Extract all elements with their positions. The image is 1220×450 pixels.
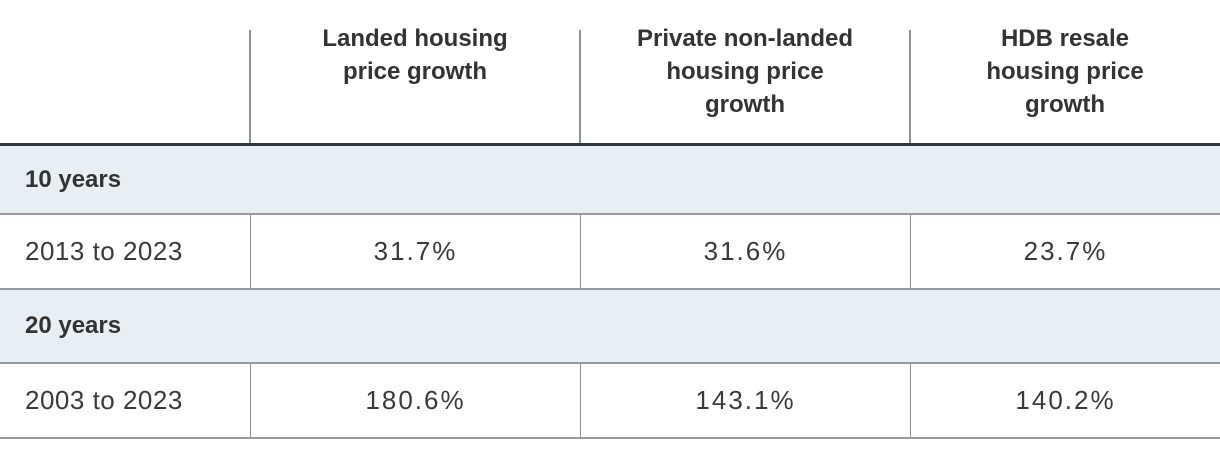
value-private-non-landed-10y: 31.6% <box>580 215 910 288</box>
table-header-row: Landed housing price growth Private non-… <box>0 0 1220 146</box>
row-period-label: 2003 to 2023 <box>25 385 183 415</box>
value-hdb-resale-20y: 140.2% <box>910 364 1220 437</box>
section-header-label: 20 years <box>25 312 122 339</box>
column-header-private-non-landed: Private non-landed housing price growth <box>579 0 910 143</box>
value-landed-10y: 31.7% <box>250 215 580 288</box>
section-header-10-years: 10 years <box>0 146 1220 215</box>
section-header-20-years: 20 years <box>0 290 1220 364</box>
value-hdb-resale-10y: 23.7% <box>910 215 1220 288</box>
table-row-2013-to-2023: 2013 to 2023 31.7% 31.6% 23.7% <box>0 215 1220 290</box>
table-row-2003-to-2023: 2003 to 2023 180.6% 143.1% 140.2% <box>0 364 1220 439</box>
column-divider <box>249 30 251 143</box>
value-private-non-landed-20y: 143.1% <box>580 364 910 437</box>
value-landed-20y: 180.6% <box>250 364 580 437</box>
column-header-label: HDB resale housing price growth <box>986 25 1144 118</box>
column-divider <box>579 30 581 143</box>
section-header-label: 10 years <box>25 165 122 193</box>
column-header-landed: Landed housing price growth <box>249 0 580 143</box>
row-period-label: 2013 to 2023 <box>25 236 183 266</box>
column-divider <box>909 30 911 143</box>
column-header-label: Landed housing price growth <box>322 25 508 85</box>
corner-cell <box>0 0 250 143</box>
column-header-label: Private non-landed housing price growth <box>636 25 854 118</box>
housing-price-growth-table: Landed housing price growth Private non-… <box>0 0 1220 439</box>
column-header-hdb-resale: HDB resale housing price growth <box>909 0 1220 143</box>
